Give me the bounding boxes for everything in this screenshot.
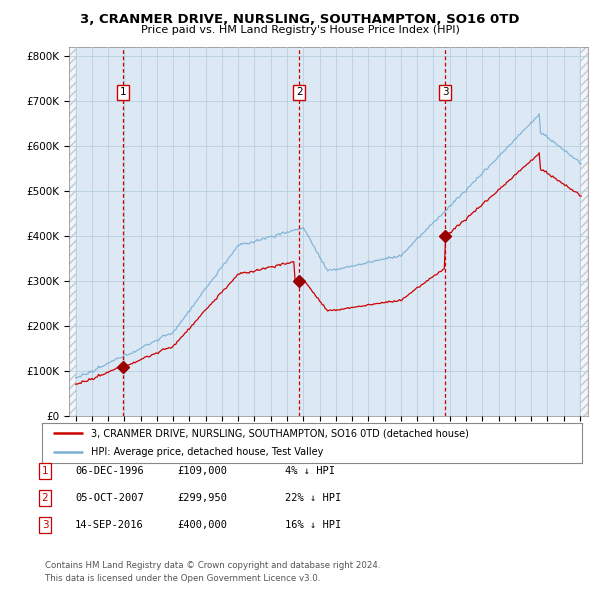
Bar [580, 47, 588, 416]
Text: 2: 2 [296, 87, 302, 97]
Text: 3, CRANMER DRIVE, NURSLING, SOUTHAMPTON, SO16 0TD (detached house): 3, CRANMER DRIVE, NURSLING, SOUTHAMPTON,… [91, 428, 469, 438]
Text: 16% ↓ HPI: 16% ↓ HPI [285, 520, 341, 530]
Text: £109,000: £109,000 [177, 466, 227, 476]
Text: 1: 1 [41, 466, 49, 476]
Text: 22% ↓ HPI: 22% ↓ HPI [285, 493, 341, 503]
Text: £400,000: £400,000 [177, 520, 227, 530]
Text: 3, CRANMER DRIVE, NURSLING, SOUTHAMPTON, SO16 0TD: 3, CRANMER DRIVE, NURSLING, SOUTHAMPTON,… [80, 13, 520, 26]
Text: 3: 3 [442, 87, 448, 97]
Text: Price paid vs. HM Land Registry's House Price Index (HPI): Price paid vs. HM Land Registry's House … [140, 25, 460, 35]
Text: HPI: Average price, detached house, Test Valley: HPI: Average price, detached house, Test… [91, 447, 323, 457]
Text: 4% ↓ HPI: 4% ↓ HPI [285, 466, 335, 476]
Text: 3: 3 [41, 520, 49, 530]
Text: 1: 1 [120, 87, 127, 97]
Text: 14-SEP-2016: 14-SEP-2016 [75, 520, 144, 530]
Text: £299,950: £299,950 [177, 493, 227, 503]
Bar [69, 47, 76, 416]
Text: 2: 2 [41, 493, 49, 503]
Text: 05-OCT-2007: 05-OCT-2007 [75, 493, 144, 503]
Text: 06-DEC-1996: 06-DEC-1996 [75, 466, 144, 476]
Text: Contains HM Land Registry data © Crown copyright and database right 2024.
This d: Contains HM Land Registry data © Crown c… [45, 562, 380, 583]
